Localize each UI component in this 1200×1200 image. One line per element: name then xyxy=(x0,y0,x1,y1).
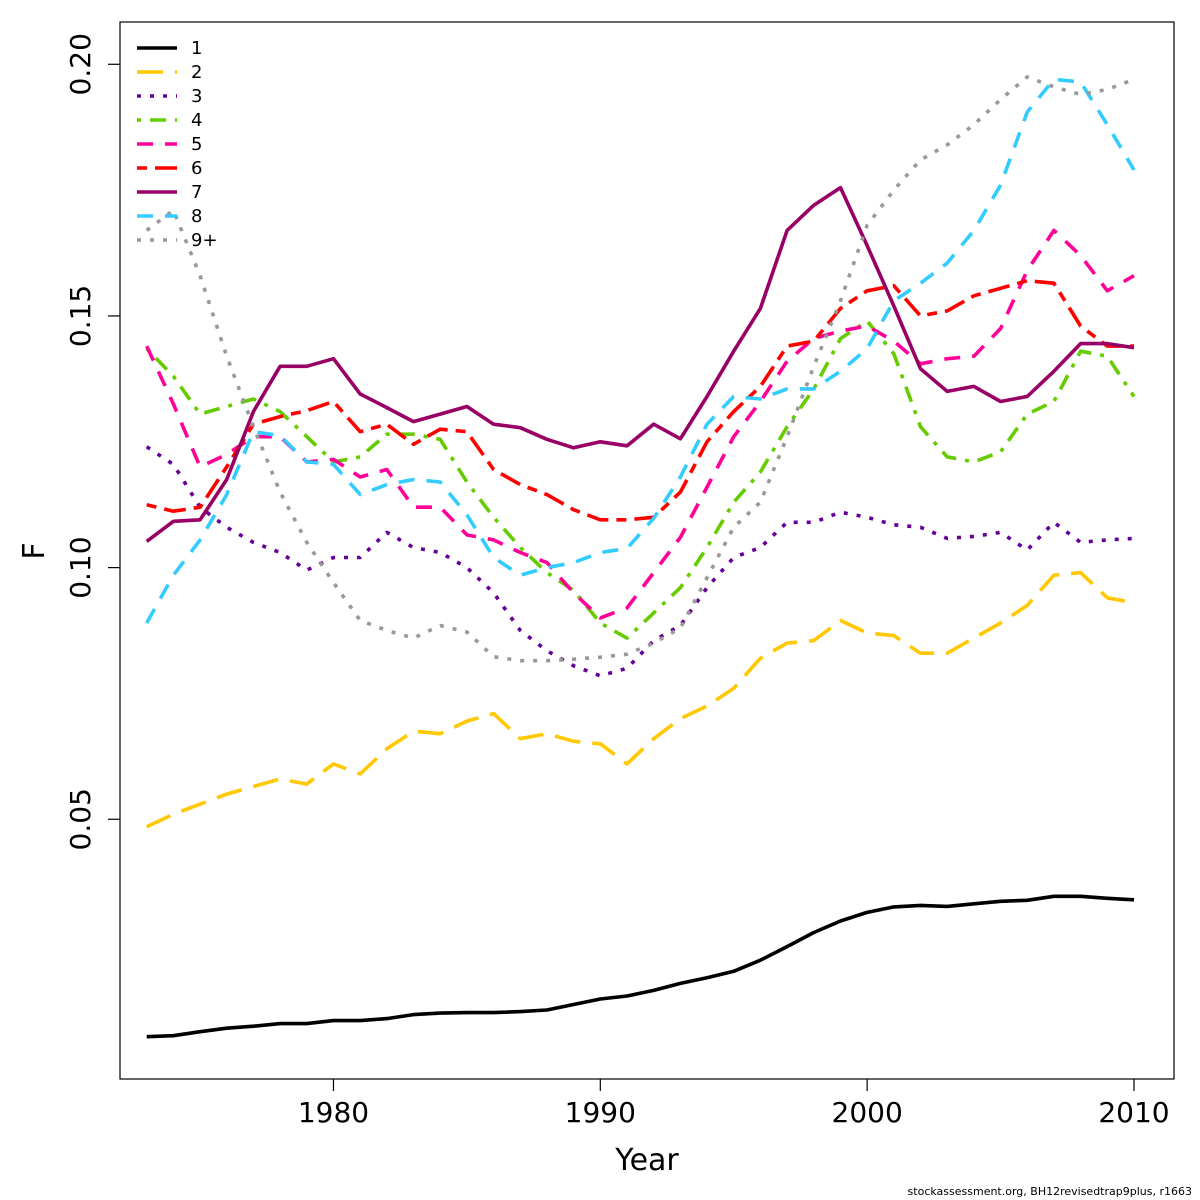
legend-label: 9+ xyxy=(191,230,218,251)
x-tick-label: 2000 xyxy=(832,1096,903,1129)
series-line-5 xyxy=(145,228,1135,620)
legend-label: 5 xyxy=(191,134,202,155)
legend-label: 4 xyxy=(191,110,202,131)
y-tick-label: 0.05 xyxy=(64,788,97,850)
plot-frame xyxy=(119,21,1175,1080)
x-axis: 1980 1990 2000 2010 xyxy=(298,1079,1170,1129)
x-axis-title: Year xyxy=(614,1143,679,1178)
series-line-4 xyxy=(145,319,1136,640)
series-line-3 xyxy=(145,445,1135,678)
series-line-2 xyxy=(145,570,1135,829)
series-layer xyxy=(145,75,1136,1039)
y-axis: 0.05 0.10 0.15 0.20 xyxy=(64,33,120,850)
series-line-9plus xyxy=(145,75,1135,663)
x-tick-label: 1980 xyxy=(298,1096,369,1129)
legend-label: 1 xyxy=(191,38,202,59)
y-tick-label: 0.15 xyxy=(64,285,97,347)
legend-label: 8 xyxy=(191,206,202,227)
legend-label: 2 xyxy=(191,62,202,83)
x-tick-label: 2010 xyxy=(1098,1096,1169,1129)
legend: 1 2 3 4 5 6 7 8 9+ xyxy=(137,38,218,251)
series-line-8 xyxy=(145,77,1136,624)
legend-label: 7 xyxy=(191,182,202,203)
y-axis-title: F xyxy=(17,542,52,559)
y-tick-label: 0.10 xyxy=(64,536,97,598)
series-line-6 xyxy=(146,278,1134,522)
series-line-1 xyxy=(146,894,1135,1039)
legend-label: 6 xyxy=(191,158,202,179)
series-line-7 xyxy=(145,185,1135,543)
x-tick-label: 1990 xyxy=(565,1096,636,1129)
y-tick-label: 0.20 xyxy=(64,33,97,95)
legend-label: 3 xyxy=(191,86,202,107)
footer-credit: stockassessment.org, BH12revisedtrap9plu… xyxy=(907,1185,1192,1198)
